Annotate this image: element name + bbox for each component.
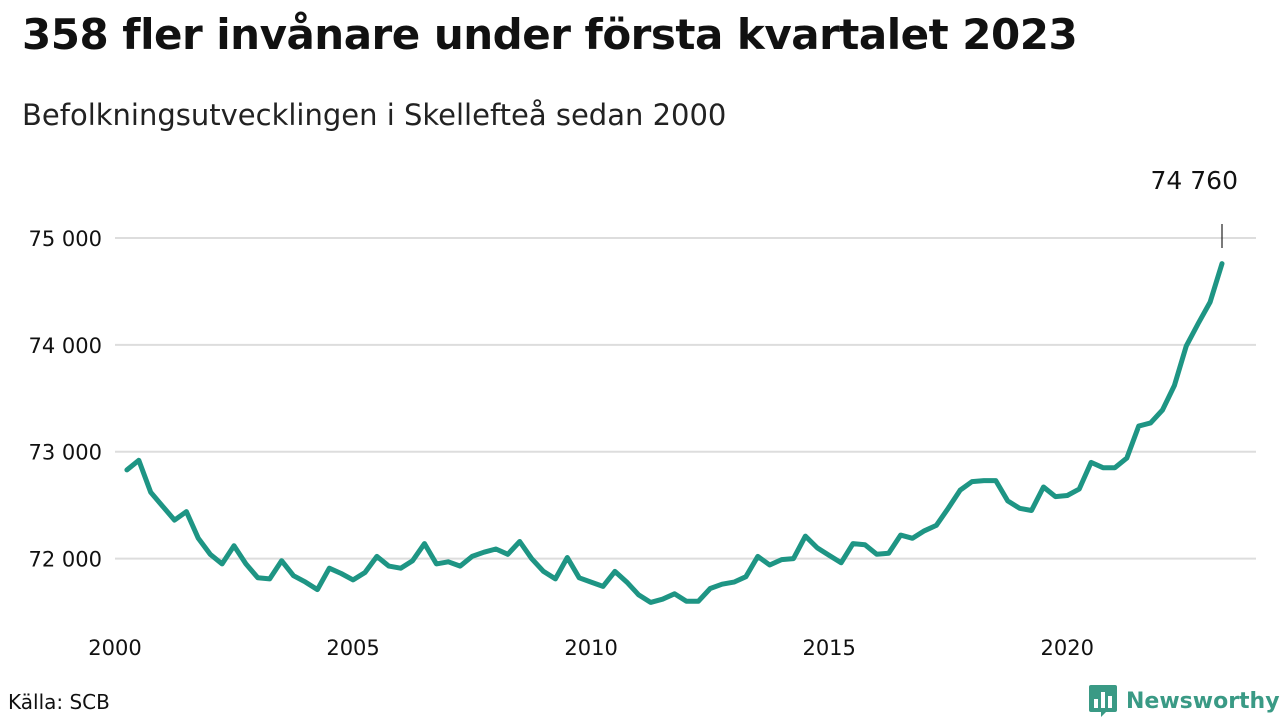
source-label: Källa: SCB: [8, 690, 110, 714]
grid-lines: [115, 237, 1256, 560]
population-line: [124, 261, 1225, 605]
bar-chart-logo-icon: [1089, 685, 1117, 717]
y-tick-label: 74 000: [29, 334, 102, 358]
data-series: [124, 261, 1225, 605]
y-tick-label: 72 000: [29, 548, 102, 572]
y-tick-label: 75 000: [29, 227, 102, 251]
x-axis-labels: 2000 2005 2010 2015 2020: [88, 636, 1094, 660]
x-tick-label: 2010: [564, 636, 617, 660]
x-tick-label: 2000: [88, 636, 141, 660]
x-tick-label: 2015: [802, 636, 855, 660]
brand-name: Newsworthy: [1126, 688, 1280, 714]
annotations: 74 760: [1151, 166, 1238, 248]
line-chart: 72 000 73 000 74 000 75 000 2000 2005 2010 201…: [29, 166, 1256, 660]
last-value-label: 74 760: [1151, 166, 1238, 195]
chart-subtitle: Befolkningsutvecklingen i Skellefteå sed…: [22, 98, 727, 132]
y-axis-labels: 72 000 73 000 74 000 75 000: [29, 227, 102, 572]
newsworthy-logo[interactable]: Newsworthy: [1088, 684, 1280, 718]
y-tick-label: 73 000: [29, 441, 102, 465]
x-tick-label: 2020: [1041, 636, 1094, 660]
x-tick-label: 2005: [326, 636, 379, 660]
chart-title: 358 fler invånare under första kvartalet…: [22, 10, 1078, 59]
